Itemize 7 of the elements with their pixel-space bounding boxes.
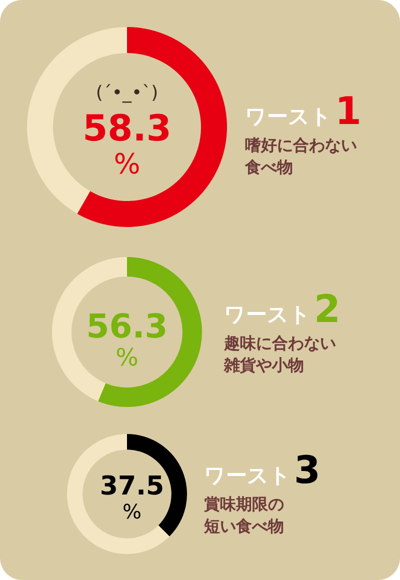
data-label: 58.3 % (82, 108, 172, 180)
text: 賞味期限の短い食べ物 (203, 494, 284, 536)
text: (´•_•`) (96, 82, 158, 104)
data-label: 56.3 % (86, 306, 168, 372)
text: 趣味に合わない雑貨や小物 (223, 334, 336, 374)
data-label: 37.5 % (100, 472, 164, 524)
text: 嗜好に合わない食べ物 (244, 136, 357, 176)
